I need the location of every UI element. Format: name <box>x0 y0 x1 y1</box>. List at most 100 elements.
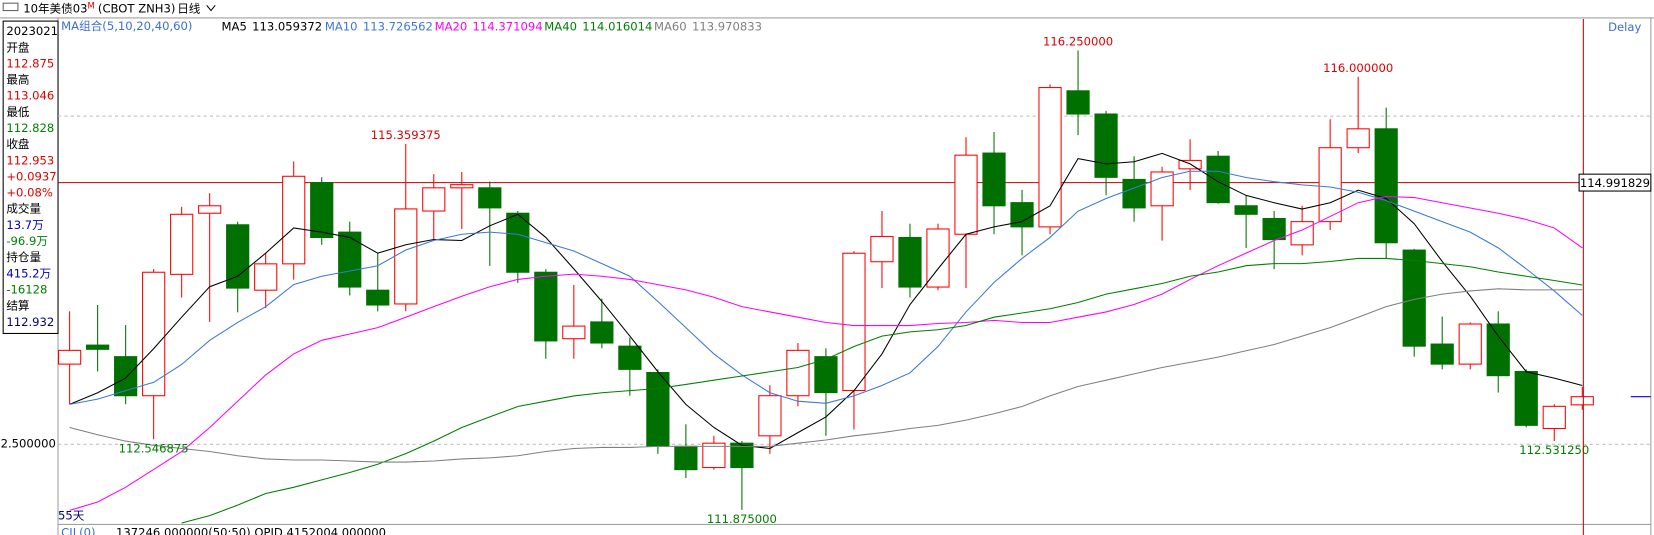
ma-line <box>69 288 1583 463</box>
max-label: 116.000000 <box>1323 61 1393 75</box>
candle-body <box>450 184 474 189</box>
candle-body <box>1234 205 1258 215</box>
candle-body <box>758 395 782 437</box>
min-label: 112.546875 <box>119 441 189 455</box>
candle-body <box>562 325 586 340</box>
info-line: +0.0937 <box>6 169 56 183</box>
info-line: 开盘 <box>6 40 30 54</box>
max-label: 115.359375 <box>371 128 441 142</box>
info-line: +0.08% <box>6 186 53 200</box>
candle-body <box>1066 90 1090 115</box>
y-tick-label: 112.500000 <box>0 437 56 451</box>
legend-name: MA5 <box>222 19 247 33</box>
candle-body <box>1178 159 1202 170</box>
candle-body <box>86 344 110 350</box>
ma-line <box>69 152 1583 450</box>
min-label: 112.531250 <box>1519 443 1589 457</box>
candle-body <box>338 231 362 288</box>
candle-body <box>478 187 502 209</box>
legend-item: MA5 113.059372 <box>222 19 323 33</box>
legend-name: MA40 <box>544 19 577 33</box>
max-label: 116.250000 <box>1043 35 1113 49</box>
period-selector[interactable]: 日线 <box>177 1 201 15</box>
info-line: -16128 <box>6 282 47 296</box>
info-line: 最高 <box>6 73 29 87</box>
info-date: 20230214 <box>6 24 65 38</box>
candle-body <box>1374 128 1398 244</box>
candle-body <box>674 445 698 471</box>
candle-body <box>366 289 390 306</box>
period[interactable]: 日线 <box>177 1 201 15</box>
ma-line <box>69 170 1583 405</box>
ma-title: MA组合(5,10,20,40,60) <box>61 19 192 33</box>
candle-body <box>170 213 194 275</box>
candle-body <box>1206 155 1230 204</box>
legend-name: MA20 <box>435 19 468 33</box>
candle-body <box>1430 343 1454 365</box>
info-line: 最低 <box>6 105 30 119</box>
candle-body <box>1094 113 1118 178</box>
ma-line <box>181 257 1583 524</box>
cursor-value: 114.991829 <box>1580 176 1650 190</box>
legend-item: MA20 114.371094 <box>435 19 543 33</box>
candle-body <box>646 371 670 447</box>
legend-item: MA10 113.726562 <box>325 19 433 33</box>
info-line: 415.2万 <box>6 266 51 280</box>
period-dropdown-arrow[interactable] <box>206 4 216 12</box>
candle-body <box>730 442 754 469</box>
candle-body <box>954 154 978 235</box>
plot-area: 115.359375 116.250000 116.000000 112.546875… <box>58 18 1651 535</box>
ma-line <box>69 195 1583 511</box>
candle-body <box>1514 370 1538 426</box>
info-panel <box>2 20 59 334</box>
symbol-title[interactable]: 10年美债03M (CBOT ZNH3) <box>23 0 175 15</box>
cursor-value-box <box>1578 173 1652 192</box>
candle-body <box>1402 249 1426 347</box>
candle-body <box>1038 87 1062 228</box>
legend-name: MA60 <box>654 19 687 33</box>
candle-body <box>786 349 810 397</box>
candle-body <box>142 271 166 397</box>
legend-value: 114.371094 <box>473 19 543 33</box>
candle-body <box>1122 178 1146 209</box>
info-line: 112.828 <box>6 121 54 135</box>
candle-body <box>1150 171 1174 207</box>
candle-body <box>534 271 558 342</box>
info-line: 收盘 <box>6 137 30 151</box>
candle-body <box>982 152 1006 207</box>
candle-body <box>394 208 418 305</box>
candle-body <box>618 345 642 370</box>
candle-body <box>1318 147 1342 223</box>
info-line: 13.7万 <box>6 218 43 232</box>
candle-body <box>898 236 922 288</box>
candle-body <box>310 182 334 239</box>
info-panel-content: 20230214 开盘 112.875 最高 113.046 最低 112.828 收盘 11… <box>6 24 65 329</box>
info-line: 持仓量 <box>6 250 41 264</box>
indicator-name[interactable]: CJL(0) <box>61 525 95 535</box>
candle-body <box>1542 405 1566 430</box>
candle-body <box>1570 396 1594 406</box>
info-line: -96.9万 <box>6 234 48 248</box>
min-label: 111.875000 <box>707 512 777 526</box>
legend-value: 113.059372 <box>252 19 322 33</box>
candle-body <box>198 205 222 214</box>
title: 10年美债03 <box>23 1 87 15</box>
candle-body <box>870 235 894 263</box>
candle-body <box>1458 323 1482 365</box>
candle-body <box>814 356 838 394</box>
candle-body <box>1262 217 1286 241</box>
symbol-code: (CBOT ZNH3) <box>98 1 175 15</box>
window-icon[interactable] <box>2 2 19 12</box>
candle-body <box>254 263 278 291</box>
info-line: 112.953 <box>6 153 54 167</box>
info-line: 结算 <box>6 299 29 313</box>
title-mark: M <box>87 0 94 10</box>
indicator-values: 137246.000000(50:50) OPID 4152004.000000 <box>116 525 386 535</box>
status: Delay <box>1608 20 1641 34</box>
legend-value: 113.970833 <box>692 19 762 33</box>
candle-body <box>842 252 866 391</box>
candle-body <box>506 212 530 273</box>
candle-body <box>58 349 82 365</box>
candle-body <box>590 321 614 344</box>
